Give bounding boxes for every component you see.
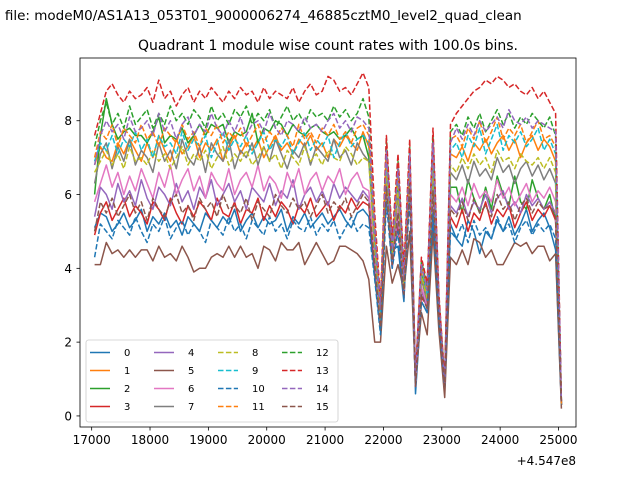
plot-frame [79,57,577,428]
x-tick-label: 19000 [189,433,227,447]
legend-label-3: 3 [124,402,130,413]
series-line-15 [93,182,563,405]
x-tick-label: 24000 [481,433,519,447]
legend-label-15: 15 [316,402,329,413]
x-tick-label: 21000 [306,433,344,447]
x-tick-label: 22000 [364,433,402,447]
series-line-6 [93,164,563,405]
chart-title: Quadrant 1 module wise count rates with … [138,38,518,54]
legend-label-0: 0 [124,348,130,359]
legend-label-10: 10 [252,384,265,395]
legend-label-14: 14 [316,384,329,395]
legend-label-9: 9 [252,366,258,377]
legend-label-6: 6 [188,384,194,395]
series-line-7 [93,138,563,405]
legend-box [85,339,339,423]
y-tick-label: 8 [64,114,72,128]
series-line-11 [93,116,563,405]
legend-label-12: 12 [316,348,329,359]
x-tick-label: 18000 [131,433,169,447]
legend-label-13: 13 [316,366,329,377]
legend-label-8: 8 [252,348,258,359]
x-tick-label: 20000 [248,433,286,447]
x-tick-label: 23000 [423,433,461,447]
legend-label-1: 1 [124,366,130,377]
series-line-13 [93,72,563,402]
series-line-14 [93,108,563,402]
legend-label-7: 7 [188,402,194,413]
series-line-4 [93,179,563,405]
figure-suptitle: n file: modeM0/AS1A13_053T01_9000006274_… [0,8,522,24]
y-tick-label: 6 [64,188,72,202]
y-tick-label: 2 [64,336,72,350]
legend-label-5: 5 [188,366,194,377]
y-tick-label: 0 [64,409,72,423]
series-line-10 [93,197,563,405]
series-line-5 [94,230,563,409]
legend-label-11: 11 [252,402,265,413]
series-line-12 [93,97,563,402]
series-layer [93,72,563,409]
y-tick-label: 4 [64,262,72,276]
series-line-0 [93,160,563,405]
legend-label-4: 4 [188,348,194,359]
series-line-8 [93,145,563,405]
x-tick-label: 17000 [73,433,111,447]
x-tick-label: 25000 [539,433,577,447]
x-offset-label: +4.547e8 [517,454,576,468]
axis-layer: 17000 18000 19000 20000 21000 22000 23000 24000… [64,114,577,447]
legend-label-2: 2 [124,384,130,395]
